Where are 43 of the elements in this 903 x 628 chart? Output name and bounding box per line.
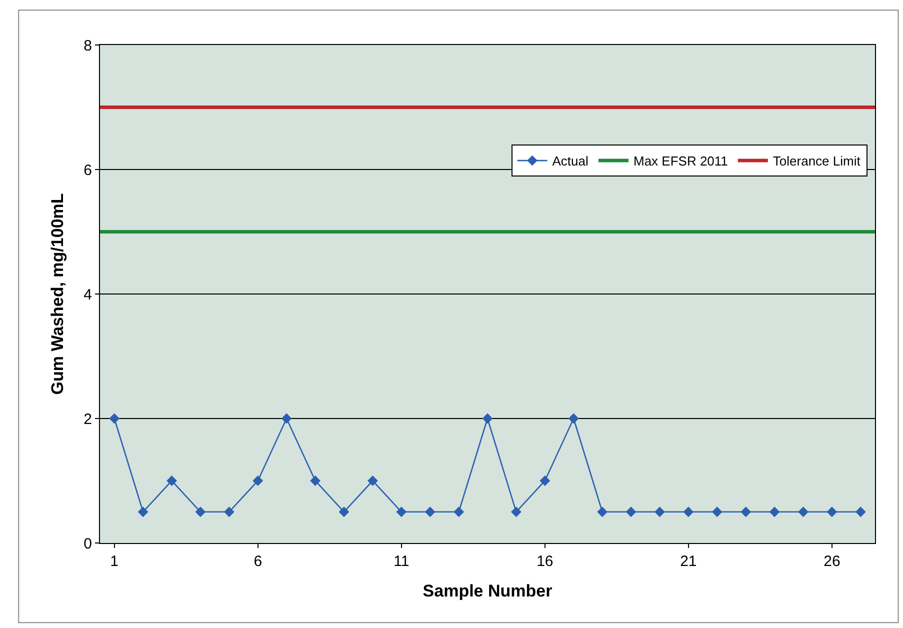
y-tick-label: 4: [84, 286, 92, 304]
x-tick-label: 11: [394, 553, 410, 570]
point: [367, 476, 378, 486]
legend-label: Max EFSR 2011: [633, 154, 728, 169]
point: [826, 506, 838, 518]
point: [454, 506, 464, 518]
point: [166, 476, 177, 486]
point: [626, 506, 636, 518]
point: [855, 506, 866, 518]
x-tick-label: 1: [110, 553, 119, 570]
point: [281, 413, 292, 424]
point: [597, 506, 608, 518]
point: [195, 506, 206, 518]
point: [424, 506, 436, 518]
y-tick-label: 0: [84, 535, 92, 552]
point: [482, 413, 493, 424]
point: [109, 413, 120, 424]
point: [740, 506, 752, 518]
legend-label: Actual: [552, 154, 588, 169]
x-tick-label: 16: [536, 553, 554, 570]
legend-label: Tolerance Limit: [772, 154, 861, 169]
x-tick-label: 21: [680, 553, 697, 570]
point: [712, 506, 722, 518]
point: [798, 506, 808, 518]
point: [511, 506, 522, 518]
point: [568, 413, 579, 424]
point: [138, 506, 148, 518]
y-axis-title: Gum Washed, mg/100mL: [48, 193, 68, 395]
point: [683, 506, 694, 518]
y-tick-label: 2: [84, 410, 92, 428]
point: [224, 506, 234, 518]
point: [540, 476, 550, 486]
point: [310, 476, 320, 486]
point: [769, 506, 780, 518]
point: [654, 506, 665, 518]
point: [338, 506, 350, 518]
x-axis-title: Sample Number: [422, 581, 553, 600]
x-tick-label: 26: [824, 553, 840, 570]
y-tick-label: 6: [84, 162, 92, 179]
point: [396, 506, 407, 518]
x-tick-label: 6: [254, 553, 262, 570]
y-tick-label: 8: [84, 37, 92, 54]
point: [252, 476, 264, 486]
